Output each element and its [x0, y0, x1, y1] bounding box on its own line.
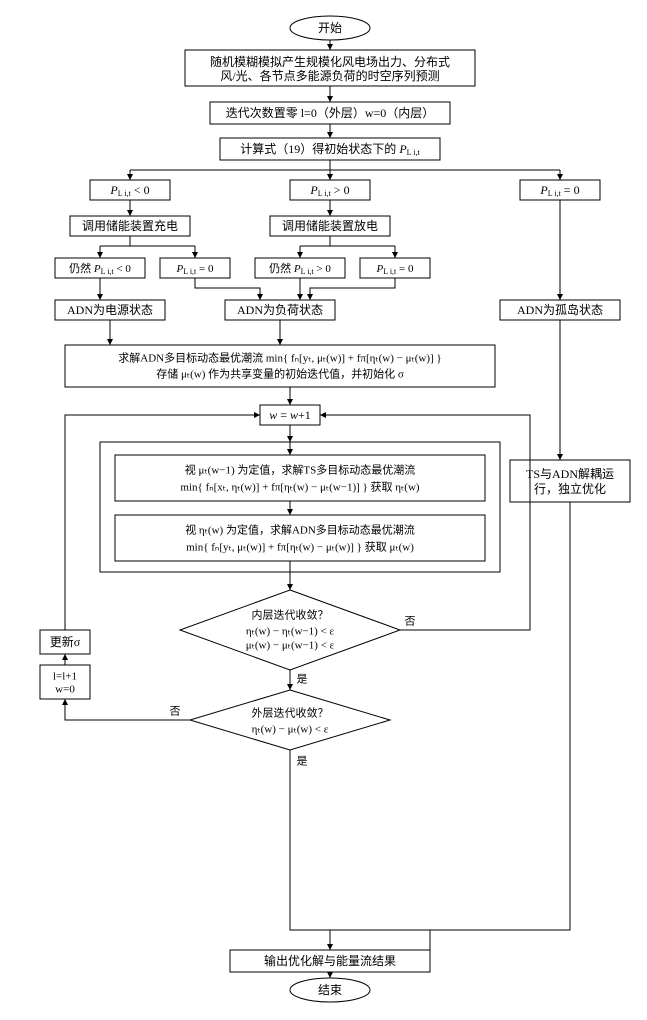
- svg-text:ADN为孤岛状态: ADN为孤岛状态: [517, 302, 603, 317]
- svg-text:ADN为电源状态: ADN为电源状态: [67, 303, 153, 317]
- box-solve1: [65, 345, 495, 387]
- svg-text:否: 否: [405, 616, 416, 628]
- svg-text:否: 否: [170, 706, 181, 718]
- svg-text:l=l+1: l=l+1: [53, 671, 77, 683]
- svg-text:视 μₜ(w−1) 为定值，求解TS多目标动态最优潮流: 视 μₜ(w−1) 为定值，求解TS多目标动态最优潮流: [185, 463, 415, 477]
- box-inner2: [115, 515, 485, 561]
- svg-text:ηₜ(w) − ηₜ(w−1) < ε: ηₜ(w) − ηₜ(w−1) < ε: [246, 626, 335, 638]
- svg-text:TS与ADN解耦运: TS与ADN解耦运: [526, 467, 614, 481]
- diamond-outer: [190, 690, 390, 750]
- svg-text:仍然 PL i,t < 0: 仍然 PL i,t < 0: [69, 261, 131, 276]
- svg-text:是: 是: [297, 755, 308, 768]
- svg-text:风/光、各节点多能源负荷的时空序列预测: 风/光、各节点多能源负荷的时空序列预测: [220, 68, 439, 83]
- svg-text:仍然 PL i,t > 0: 仍然 PL i,t > 0: [269, 261, 331, 276]
- svg-text:输出优化解与能量流结果: 输出优化解与能量流结果: [264, 953, 396, 968]
- svg-text:min{ fₙ[xₜ, ηₜ(w)] + fπ[ηₜ(w): min{ fₙ[xₜ, ηₜ(w)] + fπ[ηₜ(w) − μₜ(w−1)]…: [180, 481, 419, 494]
- svg-text:调用储能装置充电: 调用储能装置充电: [82, 218, 178, 233]
- svg-text:结束: 结束: [318, 983, 342, 997]
- svg-text:w=0: w=0: [55, 684, 75, 696]
- svg-text:更新σ: 更新σ: [50, 634, 81, 649]
- svg-text:ηₜ(w) − μₜ(w) < ε: ηₜ(w) − μₜ(w) < ε: [252, 724, 329, 736]
- svg-text:存储 μₜ(w) 作为共享变量的初始迭代值，并初始化 σ: 存储 μₜ(w) 作为共享变量的初始迭代值，并初始化 σ: [156, 367, 404, 381]
- svg-text:迭代次数置零 l=0（外层）w=0（内层）: 迭代次数置零 l=0（外层）w=0（内层）: [226, 105, 435, 120]
- svg-text:ADN为负荷状态: ADN为负荷状态: [237, 303, 323, 317]
- svg-text:w = w+1: w = w+1: [269, 408, 311, 422]
- svg-text:行，独立优化: 行，独立优化: [534, 481, 606, 496]
- svg-text:开始: 开始: [318, 21, 342, 35]
- svg-text:外层迭代收敛？: 外层迭代收敛？: [252, 706, 329, 720]
- svg-text:内层迭代收敛？: 内层迭代收敛？: [252, 608, 329, 622]
- svg-text:调用储能装置放电: 调用储能装置放电: [282, 218, 378, 233]
- box-inner1: [115, 455, 485, 501]
- svg-text:min{ fₙ[yₜ, μₜ(w)] + fπ[ηₜ(w): min{ fₙ[yₜ, μₜ(w)] + fπ[ηₜ(w) − μₜ(w)] }…: [186, 541, 414, 554]
- svg-text:求解ADN多目标动态最优潮流 min{ fₙ[yₜ, μₜ(: 求解ADN多目标动态最优潮流 min{ fₙ[yₜ, μₜ(w)] + fπ[η…: [118, 351, 441, 365]
- svg-text:随机模糊模拟产生规模化风电场出力、分布式: 随机模糊模拟产生规模化风电场出力、分布式: [210, 54, 450, 69]
- svg-text:视 ηₜ(w) 为定值，求解ADN多目标动态最优潮流: 视 ηₜ(w) 为定值，求解ADN多目标动态最优潮流: [185, 523, 415, 537]
- svg-text:是: 是: [297, 673, 308, 686]
- svg-text:μₜ(w) − μₜ(w−1) < ε: μₜ(w) − μₜ(w−1) < ε: [246, 640, 335, 652]
- svg-text:计算式（19）得初始状态下的 PL i,t: 计算式（19）得初始状态下的 PL i,t: [240, 141, 420, 157]
